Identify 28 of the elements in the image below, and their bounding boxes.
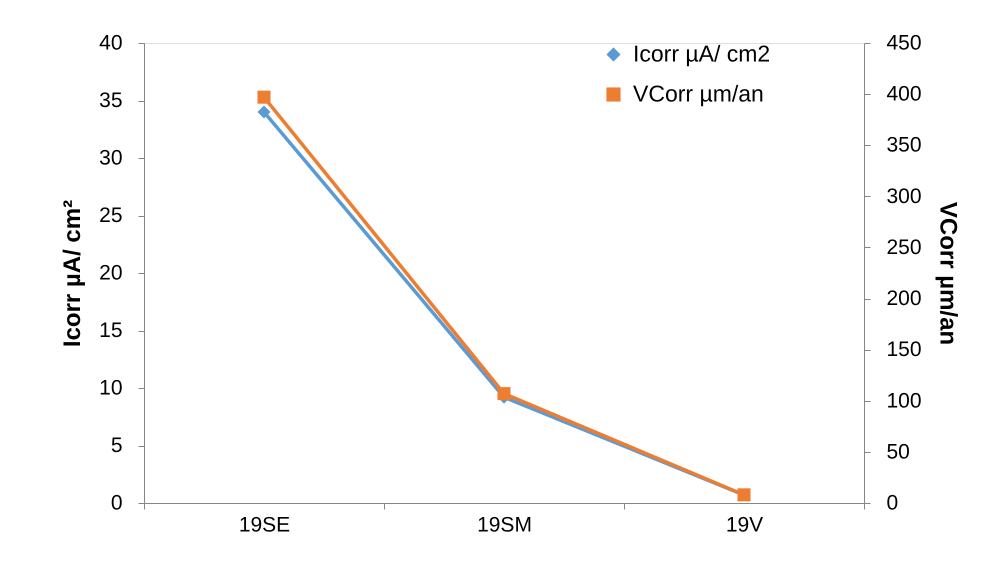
y-tick-label: 5 [110,434,122,457]
y2-tick-label: 450 [886,32,922,54]
y2-tick-label: 300 [886,184,922,208]
y2-tick-label: 0 [886,492,898,514]
y-tick-label: 35 [99,89,122,112]
y-axis-title: Icorr µA/ cm² [59,200,86,348]
x-tick-label: 19SM [477,514,532,536]
y2-tick-label: 200 [886,287,922,310]
legend-label: Icorr µA/ cm2 [633,40,770,66]
y2-axis-title: VCorr µm/an [934,202,962,346]
y-tick-label: 30 [99,146,122,170]
point [497,387,511,400]
y-tick-label: 15 [99,319,122,342]
y2-tick-label: 400 [886,82,922,106]
y-tick-label: 0 [110,492,122,514]
point [257,90,271,104]
y2-tick-label: 50 [886,440,910,464]
x-tick-label: 19V [726,514,764,536]
y-tick-label: 20 [99,262,122,284]
y2-tick-label: 350 [886,134,922,157]
y2-tick-label: 250 [886,236,922,259]
x-tick-label: 19SE [238,514,290,536]
y-tick-label: 40 [99,32,122,54]
y-tick-label: 25 [99,204,122,227]
legend-label: VCorr µm/an [633,80,764,106]
y2-tick-label: 100 [886,389,922,412]
y-tick-label: 10 [99,376,122,400]
y2-tick-label: 150 [886,338,922,362]
